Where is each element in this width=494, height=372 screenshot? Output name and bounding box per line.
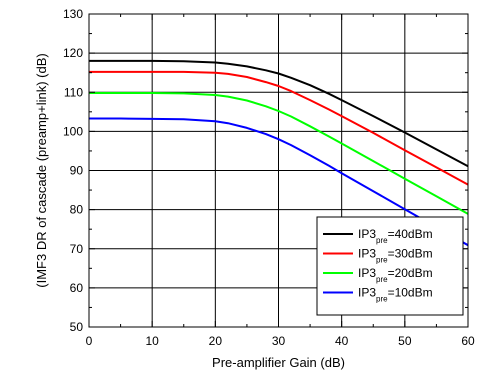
y-tick-label: 130	[63, 7, 83, 21]
y-tick-label: 120	[63, 46, 83, 60]
series-line-20dbm	[89, 92, 468, 215]
x-tick-label: 40	[335, 334, 349, 348]
x-tick-labels: 0 10 20 30 40 50 60	[86, 334, 475, 348]
x-tick-label: 0	[86, 334, 93, 348]
y-tick-label: 90	[70, 164, 84, 178]
y-tick-labels: 50 60 70 80 90 100 110 120 130	[63, 7, 83, 334]
x-tick-label: 30	[272, 334, 286, 348]
y-tick-label: 100	[63, 124, 83, 138]
y-tick-label: 60	[70, 281, 84, 295]
x-tick-label: 60	[461, 334, 475, 348]
series-lines	[89, 59, 468, 247]
y-axis-title: (IMF3 DR of cascade (preamp+link) (dB)	[34, 53, 49, 287]
y-tick-label: 50	[70, 320, 84, 334]
y-tick-label: 70	[70, 242, 84, 256]
series-line-30dbm	[89, 70, 468, 186]
legend-entry-label: IP3pre=40dBm	[358, 227, 433, 245]
x-axis-title: Pre-amplifier Gain (dB)	[212, 355, 345, 370]
legend-entry-label: IP3pre=20dBm	[358, 266, 433, 284]
series-line-40dbm	[89, 59, 468, 168]
axis-ticks	[88, 13, 469, 328]
series-line-10dbm	[89, 117, 468, 247]
x-tick-label: 10	[145, 334, 159, 348]
x-tick-label: 20	[209, 334, 223, 348]
y-tick-label: 110	[64, 85, 83, 99]
x-tick-label: 50	[398, 334, 412, 348]
legend-entry-label: IP3pre=30dBm	[358, 247, 433, 265]
y-tick-label: 80	[70, 203, 84, 217]
legend-entry-label: IP3pre=10dBm	[358, 286, 433, 304]
